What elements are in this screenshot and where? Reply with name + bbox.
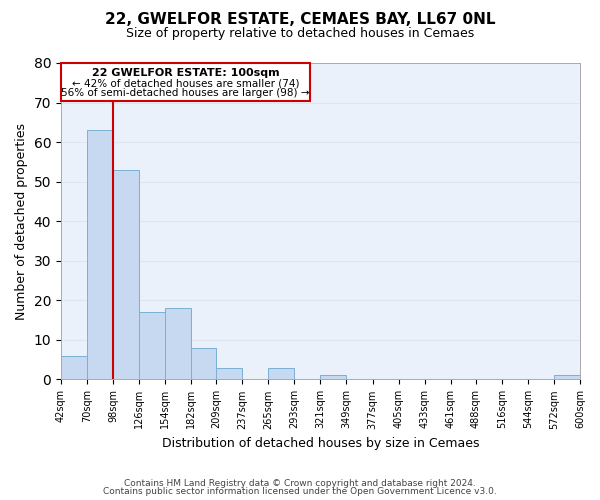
Bar xyxy=(191,348,216,380)
FancyBboxPatch shape xyxy=(61,63,310,100)
Bar xyxy=(216,368,242,380)
Bar xyxy=(320,376,346,380)
X-axis label: Distribution of detached houses by size in Cemaes: Distribution of detached houses by size … xyxy=(162,437,479,450)
Text: Contains HM Land Registry data © Crown copyright and database right 2024.: Contains HM Land Registry data © Crown c… xyxy=(124,478,476,488)
Text: 22, GWELFOR ESTATE, CEMAES BAY, LL67 0NL: 22, GWELFOR ESTATE, CEMAES BAY, LL67 0NL xyxy=(105,12,495,28)
Text: 56% of semi-detached houses are larger (98) →: 56% of semi-detached houses are larger (… xyxy=(61,88,310,98)
Text: ← 42% of detached houses are smaller (74): ← 42% of detached houses are smaller (74… xyxy=(72,78,299,88)
Text: Size of property relative to detached houses in Cemaes: Size of property relative to detached ho… xyxy=(126,28,474,40)
Text: 22 GWELFOR ESTATE: 100sqm: 22 GWELFOR ESTATE: 100sqm xyxy=(92,68,280,78)
Bar xyxy=(61,356,87,380)
Bar xyxy=(165,308,191,380)
Bar xyxy=(268,368,295,380)
Bar xyxy=(554,376,580,380)
Bar xyxy=(87,130,113,380)
Text: Contains public sector information licensed under the Open Government Licence v3: Contains public sector information licen… xyxy=(103,487,497,496)
Bar xyxy=(139,312,165,380)
Y-axis label: Number of detached properties: Number of detached properties xyxy=(15,122,28,320)
Bar xyxy=(113,170,139,380)
